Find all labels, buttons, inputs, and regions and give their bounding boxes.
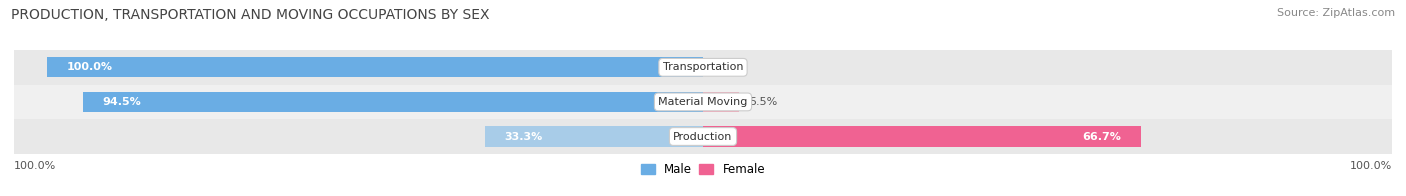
Text: Source: ZipAtlas.com: Source: ZipAtlas.com [1277,8,1395,18]
Text: Production: Production [673,132,733,142]
Bar [485,126,703,147]
Text: 100.0%: 100.0% [66,62,112,72]
Bar [14,50,1392,85]
Bar [83,92,703,112]
Legend: Male, Female: Male, Female [641,163,765,176]
Text: Transportation: Transportation [662,62,744,72]
Bar [703,126,1140,147]
Bar [703,92,740,112]
Text: 94.5%: 94.5% [103,97,142,107]
Bar [14,119,1392,154]
Text: PRODUCTION, TRANSPORTATION AND MOVING OCCUPATIONS BY SEX: PRODUCTION, TRANSPORTATION AND MOVING OC… [11,8,489,22]
Text: 33.3%: 33.3% [505,132,543,142]
Text: 100.0%: 100.0% [1350,162,1392,172]
Bar [14,85,1392,119]
Text: 66.7%: 66.7% [1083,132,1121,142]
Text: Material Moving: Material Moving [658,97,748,107]
Text: 5.5%: 5.5% [749,97,778,107]
Bar [46,57,703,77]
Text: 100.0%: 100.0% [14,162,56,172]
